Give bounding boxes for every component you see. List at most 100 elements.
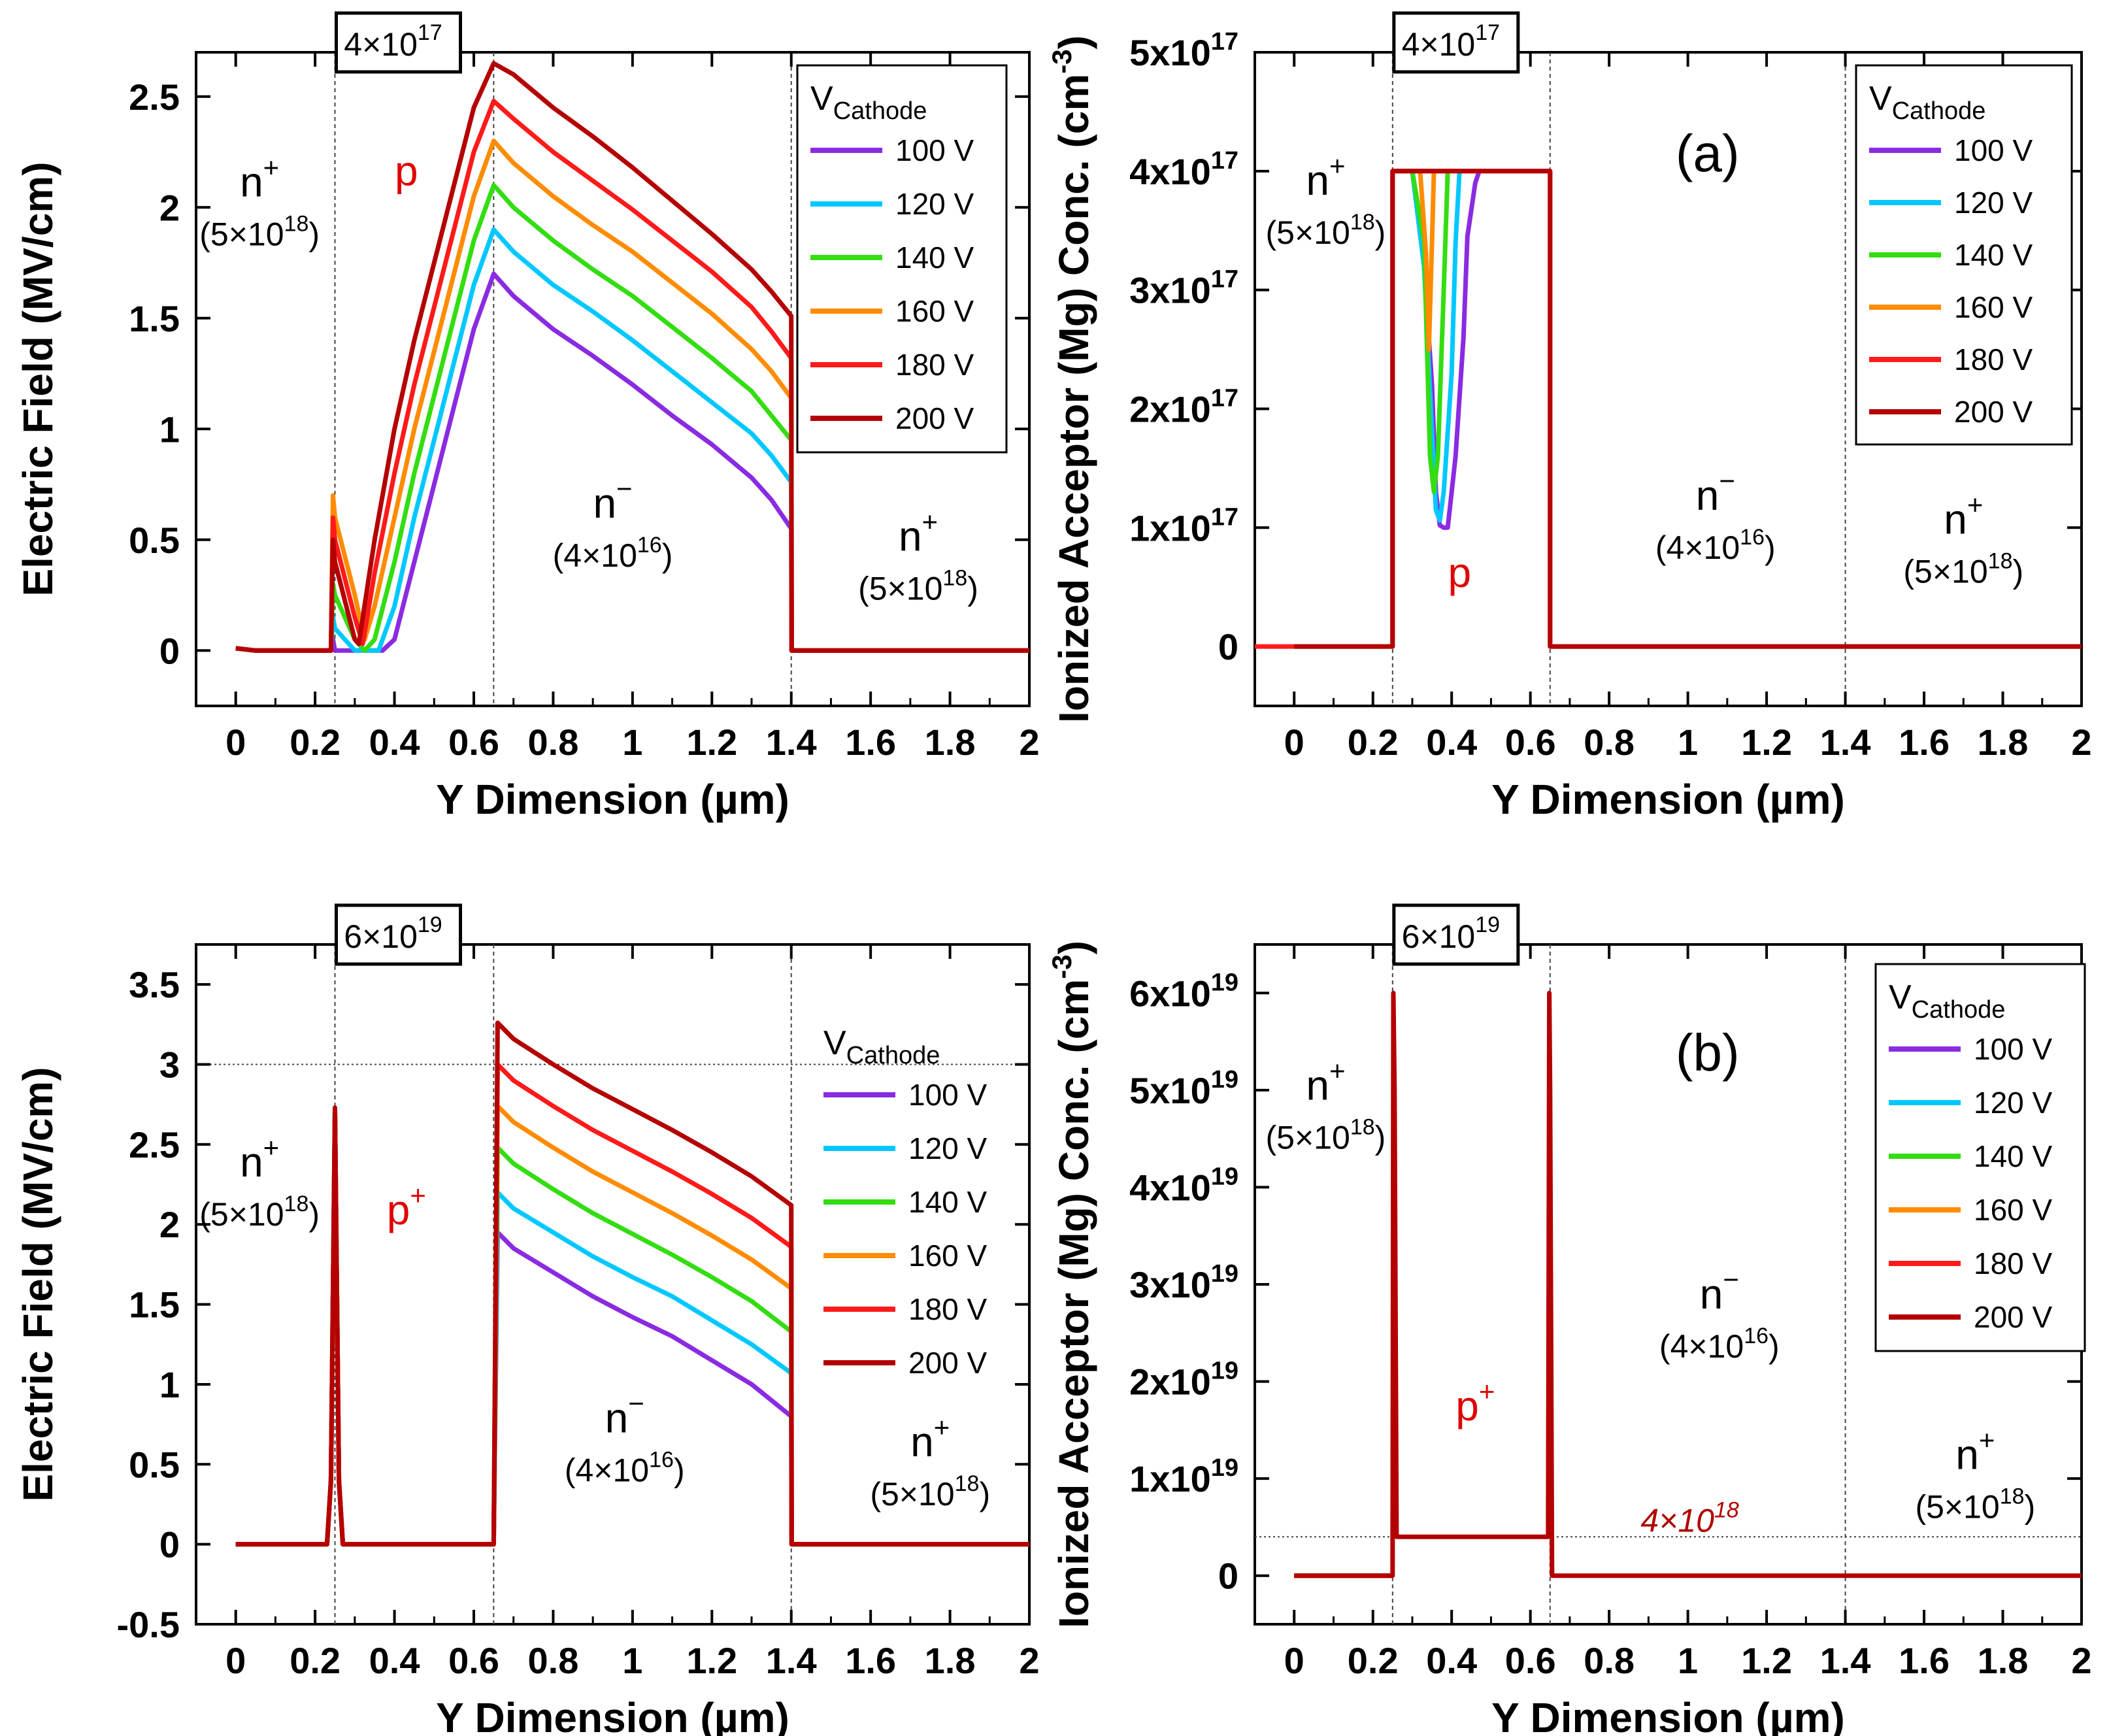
legend-entry: 100 V xyxy=(1974,1032,2053,1066)
y-axis-label: Ionized Acceptor (Mg) Conc. (cm-3) xyxy=(1046,35,1097,723)
x-tick-label: 0.8 xyxy=(1584,722,1635,763)
region-doping: (5×1018) xyxy=(199,1192,320,1233)
x-tick-label: 1.8 xyxy=(925,722,976,763)
region-label: n+ xyxy=(240,152,279,205)
y-tick-label: 0 xyxy=(1218,626,1238,667)
region-label: n+ xyxy=(1944,489,1983,542)
legend-entry: 200 V xyxy=(908,1346,988,1380)
y-axis-label: Electric Field (MV/cm) xyxy=(14,1067,61,1501)
y-tick-label: 2.5 xyxy=(129,76,180,118)
legend: VCathode 100 V 120 V 140 V 160 V 180 V 200 V xyxy=(823,1024,988,1380)
x-tick-label: 0.8 xyxy=(1584,1640,1635,1681)
region-doping: (5×1018) xyxy=(1266,1115,1386,1156)
y-tick-label: -0.5 xyxy=(117,1604,180,1645)
legend-title: VCathode xyxy=(810,80,927,125)
x-tick-label: 1.6 xyxy=(1899,722,1950,763)
x-tick-label: 2 xyxy=(1019,722,1039,763)
region-doping: (5×1018) xyxy=(199,211,320,252)
legend-title: VCathode xyxy=(1869,80,1985,125)
x-tick-label: 1.8 xyxy=(1978,1640,2029,1681)
x-tick-label: 1.6 xyxy=(1899,1640,1950,1681)
series-line-200v xyxy=(235,1020,1029,1547)
x-tick-label: 0.6 xyxy=(1505,1640,1556,1681)
y-tick-label: 3 xyxy=(159,1044,180,1086)
panel-tag: (b) xyxy=(1676,1024,1740,1082)
x-axis-label: Y Dimension (µm) xyxy=(436,776,789,823)
x-tick-label: 0 xyxy=(225,722,246,763)
region-doping: (5×1018) xyxy=(858,566,978,607)
legend-entry: 180 V xyxy=(908,1292,988,1326)
x-tick-label: 1.2 xyxy=(686,722,737,763)
y-tick-label: 1x1017 xyxy=(1129,503,1238,548)
y-tick-label: 3x1017 xyxy=(1129,266,1238,311)
series-group xyxy=(1294,990,2082,1578)
y-tick-label: 1 xyxy=(159,1364,180,1405)
legend-entry: 200 V xyxy=(1974,1300,2053,1334)
legend-title: VCathode xyxy=(1889,978,2005,1024)
series-line-180v xyxy=(235,99,1029,653)
legend-entry: 120 V xyxy=(1954,186,2033,220)
x-tick-label: 0.4 xyxy=(1426,1640,1477,1681)
doping-box xyxy=(1392,903,1520,966)
x-tick-label: 0 xyxy=(225,1640,246,1681)
region-label: n+ xyxy=(1306,150,1345,204)
y-tick-label: 3x1019 xyxy=(1129,1260,1238,1305)
panel-tag: (a) xyxy=(1676,124,1740,182)
series-line-160v xyxy=(235,139,1029,653)
x-tick-label: 0.4 xyxy=(369,1640,420,1681)
y-tick-label: 0.5 xyxy=(129,520,180,561)
x-tick-label: 0.8 xyxy=(527,1640,578,1681)
legend-entry: 140 V xyxy=(908,1185,988,1219)
doping-box-label: 4×1017 xyxy=(1402,20,1500,63)
legend-entry: 160 V xyxy=(895,294,974,328)
y-tick-label: 5x1019 xyxy=(1129,1066,1238,1111)
series-group xyxy=(235,1020,1029,1547)
x-tick-label: 0.4 xyxy=(1426,722,1477,763)
x-tick-label: 1 xyxy=(622,722,642,763)
x-tick-label: 0.6 xyxy=(1505,722,1556,763)
y-tick-label: 3.5 xyxy=(129,964,180,1005)
legend-entry: 140 V xyxy=(895,241,974,275)
region-label: n− xyxy=(1696,465,1735,519)
x-tick-label: 1.4 xyxy=(766,1640,817,1681)
doping-box xyxy=(335,903,462,966)
x-tick-label: 0 xyxy=(1284,722,1304,763)
doping-box-label: 4×1017 xyxy=(344,20,442,63)
region-label: n+ xyxy=(1955,1424,1995,1478)
x-axis-label: Y Dimension (µm) xyxy=(1491,776,1845,823)
x-tick-label: 1.4 xyxy=(766,722,817,763)
region-label: p+ xyxy=(387,1180,426,1233)
region-doping: (5×1018) xyxy=(1266,210,1386,251)
x-axis-label: Y Dimension (µm) xyxy=(1491,1694,1845,1736)
region-doping: (4×1016) xyxy=(565,1447,685,1488)
region-label: n+ xyxy=(240,1132,279,1186)
y-tick-label: 1 xyxy=(159,409,180,450)
x-tick-label: 1.2 xyxy=(686,1640,737,1681)
legend-entry: 120 V xyxy=(1974,1086,2053,1120)
y-tick-label: 0 xyxy=(159,630,180,671)
y-tick-label: 2x1017 xyxy=(1129,384,1238,429)
plot-frame xyxy=(195,51,1031,707)
legend-entry: 140 V xyxy=(1954,238,2033,272)
region-label: p xyxy=(1448,549,1471,596)
x-tick-label: 0.2 xyxy=(1348,1640,1399,1681)
x-tick-label: 1.8 xyxy=(925,1640,976,1681)
y-tick-label: 2.5 xyxy=(129,1124,180,1165)
x-tick-label: 1 xyxy=(1678,1640,1698,1681)
series-line-160v xyxy=(1392,169,1436,352)
y-tick-label: 1x1019 xyxy=(1129,1454,1238,1499)
y-tick-label: 4x1019 xyxy=(1129,1163,1238,1208)
x-tick-label: 0.2 xyxy=(1348,722,1399,763)
y-tick-label: 1.5 xyxy=(129,298,180,339)
x-tick-label: 1 xyxy=(622,1640,642,1681)
x-tick-label: 1.4 xyxy=(1820,722,1871,763)
region-doping: (5×1018) xyxy=(1915,1484,2035,1525)
series-line-200v xyxy=(235,61,1029,653)
legend-entry: 160 V xyxy=(1974,1193,2053,1227)
x-tick-label: 0.6 xyxy=(448,722,499,763)
panel-bottom-right: 0 0.2 0.4 0.6 0.8 1 1.2 1.4 1.6 1.8 2 0 1x1019 2x1019… xyxy=(1046,903,2092,1736)
legend-title: VCathode xyxy=(823,1024,940,1069)
doping-box xyxy=(335,11,462,74)
doping-box xyxy=(1392,11,1520,74)
